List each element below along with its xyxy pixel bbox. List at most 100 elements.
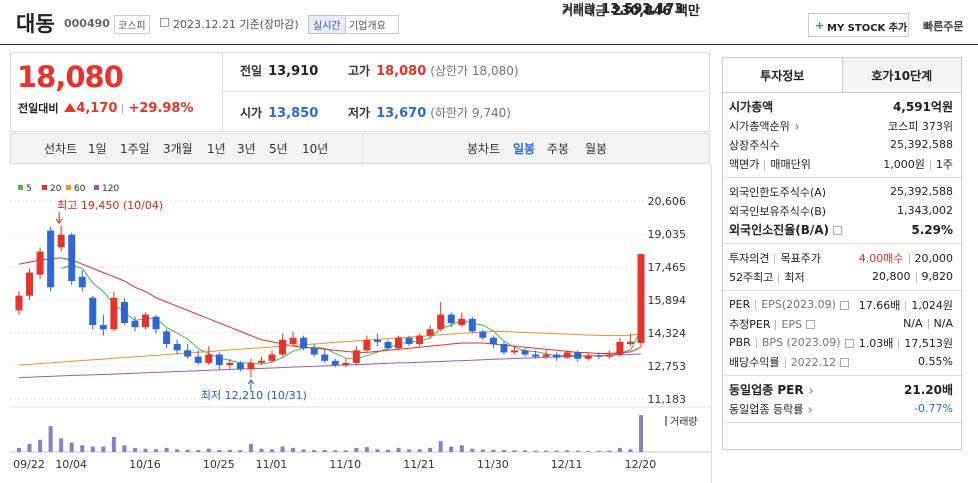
annotation: 최고 19,450 (10/04) — [57, 199, 163, 212]
chevron — [792, 123, 799, 130]
volume-bar — [38, 439, 43, 452]
quick-order[interactable]: 빠른주문 — [923, 20, 964, 33]
side-sections: 시가총액 4,591억원 시가총액순위 코스피 373위 상장주식수 25,392,588… — [723, 93, 961, 423]
side-label: 외국인한도주식수(A) — [729, 184, 826, 200]
separator — [927, 319, 929, 329]
help-icon[interactable] — [833, 226, 843, 235]
candle-body — [205, 354, 213, 363]
side-tabs: 투자정보 호가10단계 — [723, 58, 961, 93]
help-icon[interactable] — [806, 320, 816, 329]
tab-item[interactable]: 10년 — [302, 142, 329, 156]
volume-bar — [417, 449, 422, 452]
volume-bar — [523, 450, 528, 452]
side-row: 배당수익률 2022.12 0.55% — [723, 352, 961, 371]
tab-item[interactable]: 주봉 — [547, 142, 570, 156]
company-info[interactable]: 기업개요 — [345, 15, 399, 34]
side-label: 외국인보유주식수(B) — [729, 203, 826, 219]
side-label: PER EPS(2023.09) — [729, 298, 849, 311]
side-value-part: 20,000 — [914, 251, 954, 265]
tab-item[interactable]: 5년 — [269, 142, 288, 156]
candle-body — [279, 339, 287, 355]
side-value: 코스피 373위 — [888, 118, 953, 134]
volume-bar — [459, 445, 464, 452]
volume-bar — [280, 446, 285, 452]
help-icon[interactable] — [839, 300, 849, 310]
plus-icon: + — [815, 19, 825, 32]
side-value: 5.29% — [911, 223, 953, 237]
side-label-part: 투자의견 — [729, 251, 770, 265]
chart-border — [711, 165, 712, 483]
separator — [778, 272, 780, 283]
tab-item[interactable]: 일봉 — [513, 142, 536, 156]
tab-item[interactable]: 1일 — [88, 142, 107, 156]
quote-label: 시가 — [240, 106, 263, 120]
volume-bar — [554, 450, 559, 452]
volume-bar — [596, 450, 601, 452]
tab-item[interactable]: 3개월 — [163, 142, 193, 156]
candle-body — [574, 352, 582, 359]
candle-body — [194, 356, 202, 363]
my-stock-button[interactable]: MY STOCK 추가 — [808, 13, 909, 37]
side-tab[interactable]: 투자정보 — [723, 58, 842, 92]
annotation: 최저 12,210 (10/31) — [201, 389, 307, 402]
side-section: 외국인한도주식수(A) 25,392,588 외국인보유주식수(B) 1,343,00… — [723, 178, 961, 244]
change-label: 전일대비 — [18, 102, 59, 115]
side-label: 동일업종 등락률 — [729, 401, 813, 417]
candle-body — [120, 301, 128, 323]
separator — [929, 159, 931, 170]
side-value-part: 4.00매수 — [858, 251, 904, 265]
candle-body — [57, 234, 65, 248]
side-value-part: -0.77% — [914, 402, 953, 415]
separator — [764, 159, 766, 170]
realtime-badge[interactable]: 실시간 — [308, 15, 346, 34]
side-label: 동일업종 PER — [729, 381, 813, 398]
volume-bar — [80, 445, 85, 452]
header-rule — [0, 44, 978, 45]
side-value-part: 9,820 — [921, 270, 954, 283]
volume-bar — [291, 447, 296, 452]
current-price: 18,080 — [17, 60, 124, 94]
volume-bar — [111, 437, 116, 452]
candle-body — [437, 314, 445, 330]
side-row: 외국인한도주식수(A) 25,392,588 — [723, 182, 961, 201]
side-value: 4.00매수 20,000 — [859, 250, 953, 266]
x-tick-label: 10/25 — [203, 458, 235, 471]
side-label: PBR BPS (2023.09) — [729, 336, 854, 349]
quote-value: 18,080 — [376, 64, 427, 79]
candle-body — [584, 355, 592, 359]
candle-body — [89, 297, 97, 326]
volume-bar — [227, 449, 232, 452]
side-tab[interactable]: 호가10단계 — [841, 58, 961, 92]
side-value: 1.03배 17,513원 — [859, 335, 953, 351]
side-label: 상장주식수 — [729, 137, 780, 153]
legend-label: 5 — [26, 184, 32, 194]
tab-item[interactable]: 월봉 — [585, 142, 608, 156]
quote-cell: 저가 13,670 (하한가 9,740) — [348, 104, 511, 121]
side-panel: 투자정보 호가10단계 시가총액 4,591억원 시가총액순위 코스피 373위 상장주… — [722, 57, 962, 450]
help-icon[interactable] — [840, 358, 850, 367]
help-icon[interactable] — [844, 338, 854, 348]
volume-bar — [312, 450, 317, 452]
volume-bar — [512, 450, 517, 452]
side-section: 시가총액 4,591억원 시가총액순위 코스피 373위 상장주식수 25,392,588… — [723, 93, 961, 178]
chart: 11,183 12,753 14,324 15,894 17,465 19,035 20,6… — [10, 184, 712, 471]
side-label: 액면가 매매단위 — [729, 156, 811, 172]
tab-item[interactable]: 1년 — [207, 142, 226, 156]
side-value-part: 4,591억원 — [892, 100, 953, 114]
candle-body — [500, 344, 508, 353]
side-label: 시가총액 — [729, 98, 773, 115]
legend-swatch — [66, 185, 71, 190]
side-row: 추정PER EPS N/A N/A — [723, 314, 961, 333]
separator — [775, 319, 777, 330]
side-label: 외국인소진율(B/A) — [729, 221, 843, 238]
volume-bar — [354, 447, 359, 452]
tab-item[interactable]: 1주일 — [120, 142, 150, 156]
legend-swatch — [94, 185, 99, 190]
side-label-part: 외국인소진율(B/A) — [729, 223, 830, 237]
volume-bar — [565, 450, 570, 452]
tab-item[interactable]: 3년 — [237, 142, 256, 156]
candle-body — [384, 341, 392, 349]
volume-bar — [544, 450, 549, 452]
candle-body — [78, 276, 86, 288]
